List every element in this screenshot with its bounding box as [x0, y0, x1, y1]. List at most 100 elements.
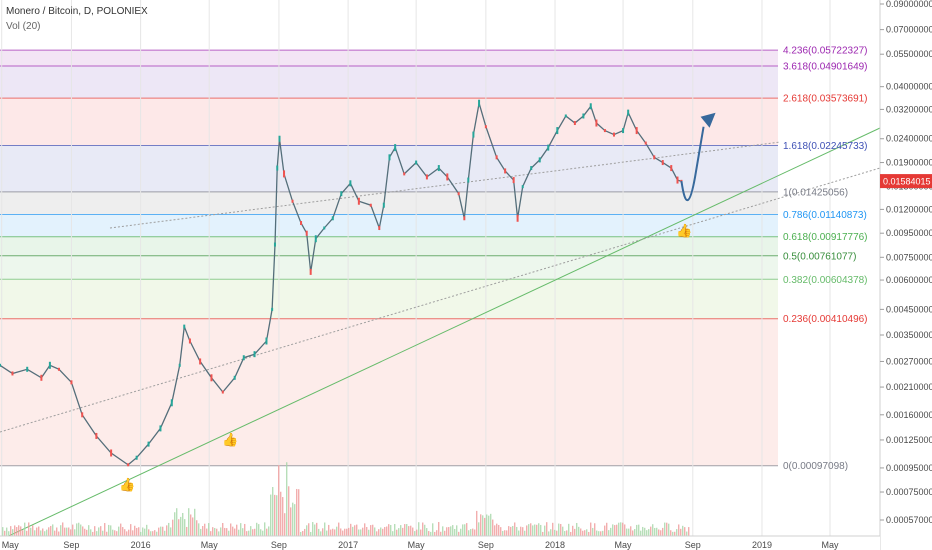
volume-bar	[580, 528, 582, 536]
volume-bar	[40, 530, 42, 536]
volume-bar	[112, 529, 114, 536]
volume-bar	[478, 522, 480, 536]
volume-bar	[288, 486, 290, 536]
volume-bar	[458, 531, 460, 536]
volume-bar	[180, 516, 182, 536]
candle	[415, 160, 418, 165]
volume-bar	[314, 524, 316, 536]
volume-bar	[468, 530, 470, 536]
volume-bar	[152, 531, 154, 536]
volume-bar	[484, 517, 486, 536]
volume-bar	[326, 530, 328, 536]
volume-bar	[320, 531, 322, 536]
candle	[661, 160, 664, 166]
volume-bar	[522, 527, 524, 536]
volume-bar	[500, 527, 502, 536]
volume-bar	[224, 527, 226, 536]
volume-bar	[118, 526, 120, 536]
volume-bar	[202, 526, 204, 536]
volume-bar	[616, 524, 618, 536]
time-tick-label: Sep	[685, 540, 701, 550]
volume-bar	[334, 529, 336, 536]
candle	[253, 351, 256, 358]
volume-bar	[644, 527, 646, 536]
volume-bar	[190, 514, 192, 536]
volume-bar	[598, 531, 600, 536]
volume-bar	[540, 524, 542, 536]
volume-bar	[604, 525, 606, 536]
volume-bar	[166, 525, 168, 536]
price-tick-label: 0.00095000	[886, 463, 932, 473]
candle	[110, 449, 113, 457]
volume-bar	[678, 524, 680, 536]
volume-bar	[174, 512, 176, 536]
price-tick-label: 0.00350000	[886, 330, 932, 340]
volume-bar	[488, 515, 490, 536]
volume-bar	[82, 526, 84, 536]
price-tick-label: 0.00270000	[886, 356, 932, 366]
candle	[199, 358, 202, 365]
volume-bar	[98, 527, 100, 536]
volume-bar	[414, 531, 416, 536]
volume-bar	[48, 527, 50, 536]
candle	[188, 338, 191, 344]
candle	[635, 127, 638, 135]
volume-bar	[676, 529, 678, 536]
volume-bar	[132, 530, 134, 536]
volume-bar	[318, 528, 320, 536]
volume-bar	[664, 522, 666, 536]
volume-bar	[388, 524, 390, 536]
volume-bar	[310, 531, 312, 536]
volume-bar	[412, 527, 414, 536]
volume-bar	[200, 528, 202, 536]
volume-indicator-label[interactable]: Vol (20)	[6, 21, 41, 32]
volume-bar	[128, 529, 130, 536]
volume-bar	[442, 526, 444, 536]
volume-bar	[340, 528, 342, 536]
volume-bar	[164, 530, 166, 536]
candle	[276, 165, 279, 171]
volume-bar	[346, 528, 348, 536]
candle	[26, 366, 29, 372]
price-tick-label: 0.03200000	[886, 104, 932, 114]
fib-level-label: 0.382(0.00604378)	[783, 275, 868, 286]
price-tick-label: 0.07000000	[886, 25, 932, 35]
volume-bar	[88, 525, 90, 536]
volume-bar	[600, 531, 602, 536]
volume-bar	[230, 523, 232, 536]
candle	[95, 432, 98, 439]
volume-bar	[498, 524, 500, 536]
volume-bar	[68, 527, 70, 536]
volume-bar	[612, 524, 614, 536]
price-series	[0, 99, 683, 467]
volume-bar	[86, 529, 88, 536]
fib-band	[0, 191, 778, 215]
volume-bar	[354, 525, 356, 536]
candle	[627, 109, 630, 116]
volume-bar	[358, 529, 360, 536]
volume-bar	[114, 530, 116, 536]
time-tick-label: May	[2, 540, 20, 550]
candle	[48, 361, 51, 369]
volume-bar	[194, 508, 196, 536]
volume-bar	[336, 526, 338, 536]
volume-bar	[582, 530, 584, 536]
volume-bar	[668, 523, 670, 536]
volume-bar	[122, 527, 124, 536]
price-tick-label: 0.00160000	[886, 410, 932, 420]
candle	[183, 324, 186, 329]
volume-bar	[654, 527, 656, 536]
volume-bar	[228, 530, 230, 536]
volume-bar	[682, 525, 684, 536]
candle	[357, 197, 360, 205]
volume-bar	[92, 531, 94, 536]
trend-lines	[0, 127, 881, 541]
volume-bar	[260, 529, 262, 536]
volume-bar	[34, 530, 36, 536]
volume-bar	[26, 530, 28, 536]
volume-bar	[506, 530, 508, 536]
volume-bar	[662, 527, 664, 536]
volume-bar	[46, 529, 48, 536]
volume-bar	[266, 528, 268, 536]
